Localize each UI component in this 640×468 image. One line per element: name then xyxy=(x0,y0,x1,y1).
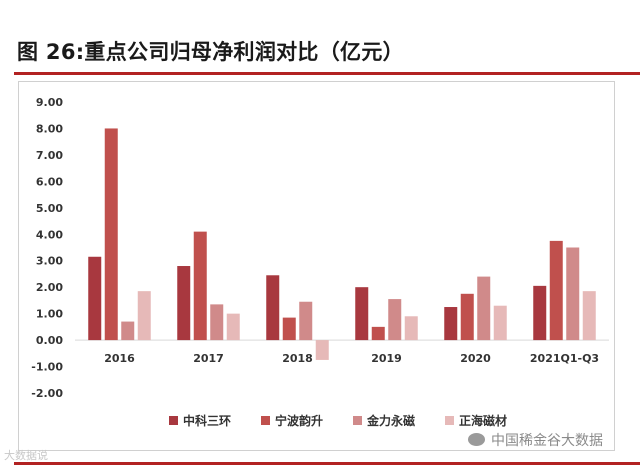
y-tick-label: 9.00 xyxy=(36,96,63,109)
legend-swatch xyxy=(261,416,270,425)
y-tick-label: 4.00 xyxy=(36,228,63,241)
legend-label: 中科三环 xyxy=(183,413,231,428)
bar xyxy=(493,305,507,341)
bottom-divider xyxy=(14,462,640,465)
chart-frame: 9.00 8.00 7.00 6.00 5.00 4.00 3.00 2.00 1.00 0.00… xyxy=(18,81,615,451)
bar xyxy=(533,285,547,341)
watermark-left: 大数据说 xyxy=(4,449,48,462)
bar xyxy=(226,313,240,341)
y-tick-label: 0.00 xyxy=(36,334,63,347)
bar xyxy=(388,299,402,341)
legend-swatch xyxy=(353,416,362,425)
bar xyxy=(210,304,224,341)
x-tick-label: 2018 xyxy=(282,352,313,365)
bar xyxy=(582,291,596,341)
x-tick-label: 2016 xyxy=(104,352,135,365)
y-tick-label: -1.00 xyxy=(31,361,63,374)
x-tick-label: 2019 xyxy=(371,352,402,365)
bar xyxy=(371,326,385,341)
x-tick-label: 2020 xyxy=(460,352,491,365)
watermark-right: 中国稀金谷大数据 xyxy=(468,430,603,450)
y-tick-label: 2.00 xyxy=(36,281,63,294)
y-tick-label: 5.00 xyxy=(36,202,63,215)
wechat-icon xyxy=(468,433,485,446)
bar xyxy=(177,266,191,341)
bar xyxy=(460,293,474,341)
bar xyxy=(404,316,418,341)
y-tick-label: 7.00 xyxy=(36,149,63,162)
x-tick-label: 2017 xyxy=(193,352,224,365)
bar xyxy=(137,291,151,341)
y-tick-label: 3.00 xyxy=(36,255,63,268)
bar xyxy=(121,321,135,341)
bar xyxy=(477,276,491,341)
bar xyxy=(193,231,207,341)
bar-chart: 9.00 8.00 7.00 6.00 5.00 4.00 3.00 2.00 1.00 0.00… xyxy=(31,96,609,428)
bar xyxy=(299,301,313,341)
y-tick-label: -2.00 xyxy=(31,387,63,400)
y-tick-label: 1.00 xyxy=(36,308,63,321)
legend-label: 正海磁材 xyxy=(459,413,507,428)
legend-swatch xyxy=(445,416,454,425)
bar xyxy=(355,287,369,341)
bar xyxy=(566,247,580,341)
bar xyxy=(444,307,458,341)
title-divider xyxy=(14,72,640,75)
legend-swatch xyxy=(169,416,178,425)
x-tick-label: 2021Q1-Q3 xyxy=(530,352,599,365)
bar xyxy=(549,240,563,341)
y-tick-label: 8.00 xyxy=(36,122,63,135)
bar xyxy=(282,317,296,341)
y-tick-label: 6.00 xyxy=(36,175,63,188)
bar xyxy=(266,275,280,341)
legend-label: 宁波韵升 xyxy=(275,413,323,428)
bar xyxy=(104,128,118,341)
legend-label: 金力永磁 xyxy=(366,413,415,428)
bar xyxy=(88,256,102,341)
bar xyxy=(315,340,329,360)
watermark-right-text: 中国稀金谷大数据 xyxy=(491,433,603,449)
page-title: 图 26:重点公司归母净利润对比（亿元） xyxy=(17,40,404,64)
